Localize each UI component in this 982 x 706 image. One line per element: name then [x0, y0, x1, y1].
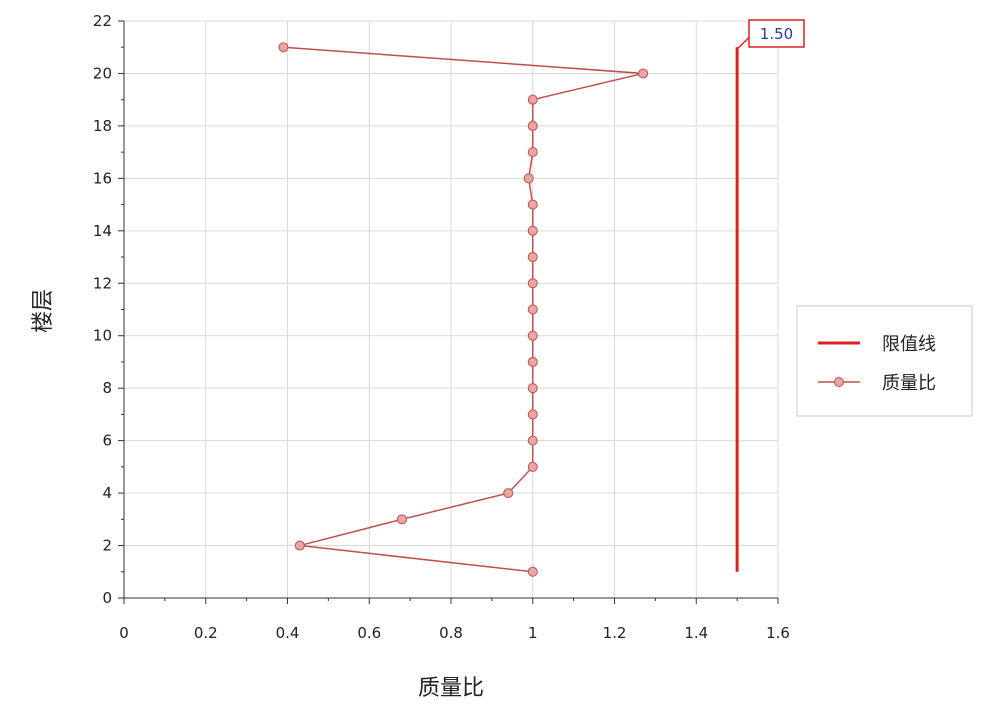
mass-ratio-point: [527, 409, 538, 420]
x-tick-label: 0.6: [357, 624, 381, 642]
y-tick-label: 16: [93, 169, 112, 187]
mass-ratio-point: [396, 514, 407, 525]
x-tick-label: 1.4: [684, 624, 708, 642]
y-tick-label: 18: [93, 117, 112, 135]
mass-ratio-point: [527, 330, 538, 341]
y-tick-label: 20: [93, 64, 112, 82]
y-tick-label: 4: [102, 484, 112, 502]
series-layer: [278, 42, 739, 577]
y-tick-label: 14: [93, 222, 112, 240]
mass-ratio-point: [527, 147, 538, 158]
mass-ratio-point: [527, 566, 538, 577]
legend: 限值线 质量比: [796, 305, 973, 417]
x-tick-label: 0: [119, 624, 129, 642]
annotation-label: 1.50: [760, 25, 793, 43]
y-tick-label: 12: [93, 274, 112, 292]
y-tick-label: 6: [102, 432, 112, 450]
mass-ratio-point: [527, 304, 538, 315]
y-tick-label: 8: [102, 379, 112, 397]
x-tick-label: 0.8: [439, 624, 463, 642]
legend-label-mass-ratio: 质量比: [882, 373, 936, 394]
mass-ratio-point: [527, 278, 538, 289]
legend-marker-mass-ratio: [834, 377, 844, 387]
x-tick-label: 1.6: [766, 624, 790, 642]
mass-ratio-point: [527, 383, 538, 394]
annotation-leader: [736, 36, 750, 51]
mass-ratio-point: [278, 42, 289, 53]
mass-ratio-point: [527, 199, 538, 210]
mass-ratio-point: [503, 488, 514, 499]
y-tick-label: 2: [102, 537, 112, 555]
mass-ratio-point: [527, 461, 538, 472]
grid: [124, 20, 779, 598]
mass-ratio-point: [638, 68, 649, 79]
mass-ratio-point: [527, 225, 538, 236]
x-tick-label: 1: [528, 624, 538, 642]
y-tick-label: 0: [102, 589, 112, 607]
x-tick-label: 0.2: [194, 624, 218, 642]
legend-box: [796, 305, 973, 417]
y-tick-label: 22: [93, 12, 112, 30]
annotation-layer: 1.50: [736, 19, 805, 51]
annotation-box: [748, 19, 805, 48]
mass-ratio-point: [294, 540, 305, 551]
x-tick-label: 1.2: [603, 624, 627, 642]
mass-ratio-point: [527, 252, 538, 263]
mass-ratio-point: [527, 435, 538, 446]
mass-ratio-point: [527, 94, 538, 105]
mass-ratio-point: [527, 356, 538, 367]
x-axis-title: 质量比: [418, 676, 484, 701]
legend-label-limit-line: 限值线: [882, 334, 936, 355]
y-axis-title: 楼层: [31, 289, 56, 333]
y-tick-label: 10: [93, 327, 112, 345]
x-tick-label: 0.4: [276, 624, 300, 642]
mass-ratio-point: [527, 120, 538, 131]
mass-ratio-point: [523, 173, 534, 184]
axes: 0 0.2 0.4 0.6 0.8 1 1.2 1.4 1.6 0 2 4 6 8 10 12 14 16 18 20…: [93, 12, 790, 642]
